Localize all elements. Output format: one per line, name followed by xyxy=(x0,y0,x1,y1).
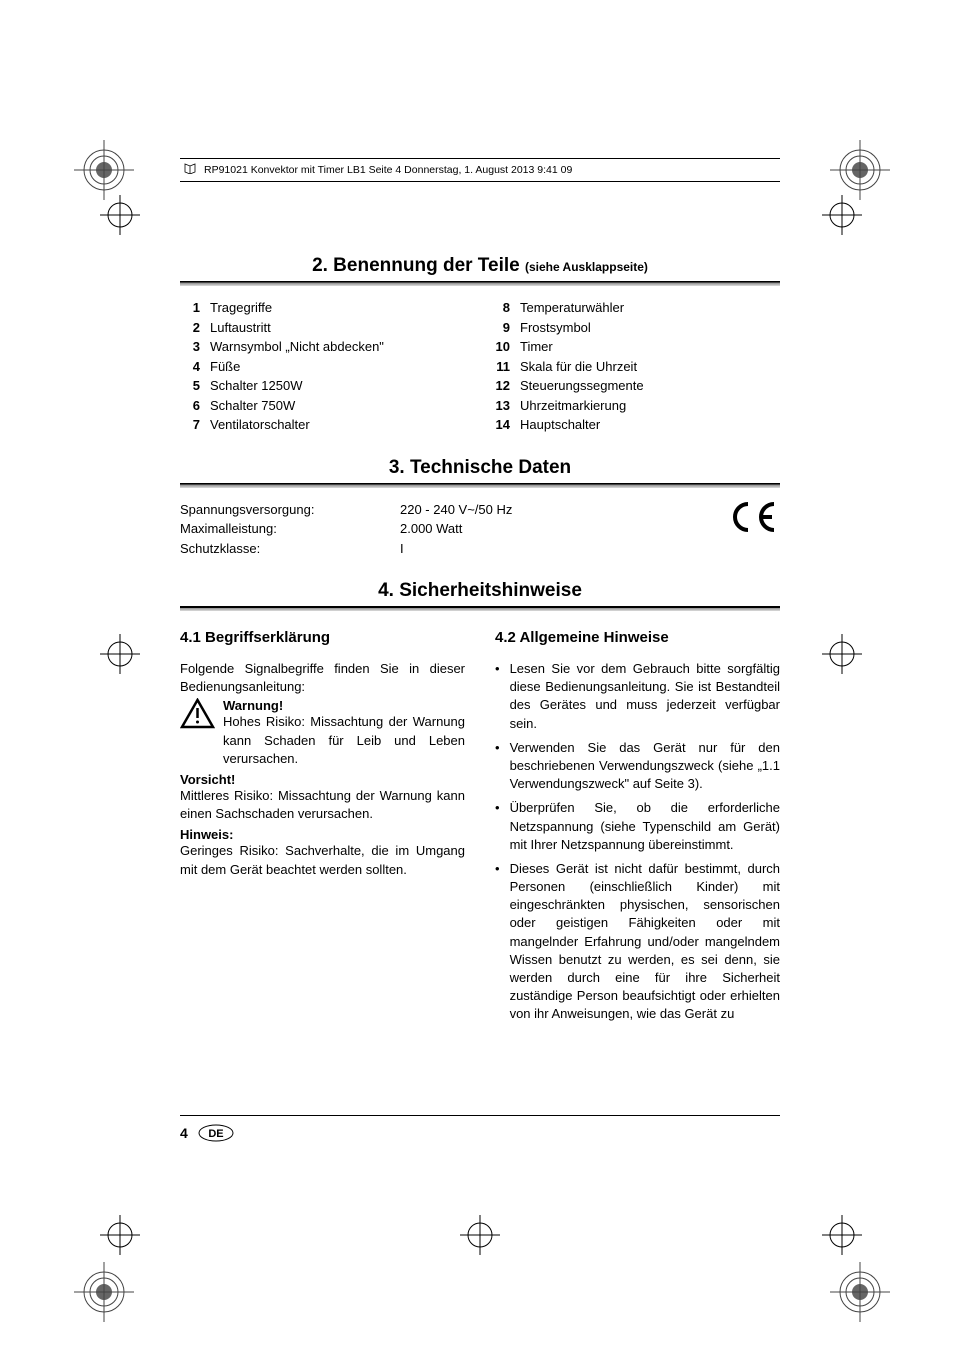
part-label: Skala für die Uhrzeit xyxy=(520,357,637,377)
part-label: Temperaturwähler xyxy=(520,298,624,318)
part-number: 13 xyxy=(490,396,510,416)
part-number: 9 xyxy=(490,318,510,338)
part-number: 11 xyxy=(490,357,510,377)
part-item: 8 Temperaturwähler xyxy=(490,298,780,318)
cross-mark-right-bottom xyxy=(822,1215,862,1255)
part-label: Schalter 1250W xyxy=(210,376,303,396)
cross-mark-left-top xyxy=(100,195,140,235)
vorsicht-text: Mittleres Risiko: Missachtung der Warnun… xyxy=(180,787,465,823)
language-badge: DE xyxy=(198,1124,234,1142)
svg-text:DE: DE xyxy=(208,1128,223,1140)
title-underline xyxy=(180,483,780,488)
page-header-bar: RP91021 Konvektor mit Timer LB1 Seite 4 … xyxy=(180,158,780,182)
part-label: Uhrzeitmarkierung xyxy=(520,396,626,416)
hint-item: Überprüfen Sie, ob die erforderliche Net… xyxy=(495,799,780,854)
part-label: Ventilatorschalter xyxy=(210,415,310,435)
part-number: 1 xyxy=(180,298,200,318)
cross-mark-right-mid xyxy=(822,634,862,674)
part-number: 14 xyxy=(490,415,510,435)
book-icon xyxy=(180,161,196,179)
part-label: Warnsymbol „Nicht abdecken" xyxy=(210,337,384,357)
spec-row: Spannungsversorgung:220 - 240 V~/50 Hz xyxy=(180,500,780,520)
part-item: 3 Warnsymbol „Nicht abdecken" xyxy=(180,337,470,357)
spec-label: Spannungsversorgung: xyxy=(180,500,400,520)
section-3-title: 3. Technische Daten xyxy=(180,457,780,479)
part-label: Hauptschalter xyxy=(520,415,600,435)
part-item: 13 Uhrzeitmarkierung xyxy=(490,396,780,416)
part-number: 8 xyxy=(490,298,510,318)
part-item: 14 Hauptschalter xyxy=(490,415,780,435)
hint-item: Dieses Gerät ist nicht dafür bestimmt, d… xyxy=(495,860,780,1024)
header-text: RP91021 Konvektor mit Timer LB1 Seite 4 … xyxy=(196,164,572,176)
part-number: 4 xyxy=(180,357,200,377)
spec-value: 2.000 Watt xyxy=(400,519,462,539)
part-item: 11 Skala für die Uhrzeit xyxy=(490,357,780,377)
spec-row: Schutzklasse:I xyxy=(180,539,780,559)
part-item: 2 Luftaustritt xyxy=(180,318,470,338)
section-specs: 3. Technische Daten Spannungsversorgung:… xyxy=(180,457,780,559)
part-number: 6 xyxy=(180,396,200,416)
warnung-text: Hohes Risiko: Missachtung der Warnung ka… xyxy=(223,713,465,768)
parts-column-left: 1 Tragegriffe 2 Luftaustritt 3 Warnsymbol „Ni… xyxy=(180,298,470,435)
title-underline xyxy=(180,281,780,286)
subsection-4-1: 4.1 Begriffserklärung Folgende Signalbeg… xyxy=(180,629,465,1030)
hinweis-label: Hinweis: xyxy=(180,827,465,842)
cross-mark-bottom-center xyxy=(460,1215,500,1255)
warnung-label: Warnung! xyxy=(223,698,465,713)
print-mark-top-left xyxy=(74,140,134,200)
hint-item: Lesen Sie vor dem Gebrauch bitte sorgfäl… xyxy=(495,660,780,733)
part-label: Tragegriffe xyxy=(210,298,272,318)
page-number: 4 xyxy=(180,1125,188,1141)
part-number: 7 xyxy=(180,415,200,435)
section-parts: 2. Benennung der Teile (siehe Ausklappse… xyxy=(180,255,780,435)
part-number: 3 xyxy=(180,337,200,357)
subsection-4-1-title: 4.1 Begriffserklärung xyxy=(180,629,465,646)
print-mark-bottom-left xyxy=(74,1262,134,1322)
part-label: Schalter 750W xyxy=(210,396,295,416)
part-item: 10 Timer xyxy=(490,337,780,357)
cross-mark-left-bottom xyxy=(100,1215,140,1255)
parts-column-right: 8 Temperaturwähler 9 Frostsymbol 10 Timer 11 Sk… xyxy=(490,298,780,435)
section-4-title: 4. Sicherheitshinweise xyxy=(180,580,780,602)
print-mark-bottom-right xyxy=(830,1262,890,1322)
subsection-4-2-title: 4.2 Allgemeine Hinweise xyxy=(495,629,780,646)
part-number: 12 xyxy=(490,376,510,396)
part-label: Timer xyxy=(520,337,553,357)
part-number: 2 xyxy=(180,318,200,338)
hinweis-text: Geringes Risiko: Sachverhalte, die im Um… xyxy=(180,842,465,878)
hints-list: Lesen Sie vor dem Gebrauch bitte sorgfäl… xyxy=(495,660,780,1024)
cross-mark-left-mid xyxy=(100,634,140,674)
part-label: Luftaustritt xyxy=(210,318,271,338)
part-number: 10 xyxy=(490,337,510,357)
ce-mark-icon xyxy=(730,500,780,541)
part-item: 7 Ventilatorschalter xyxy=(180,415,470,435)
intro-text: Folgende Signalbegriffe finden Sie in di… xyxy=(180,660,465,696)
spec-value: I xyxy=(400,539,404,559)
spec-row: Maximalleistung:2.000 Watt xyxy=(180,519,780,539)
section-2-title: 2. Benennung der Teile (siehe Ausklappse… xyxy=(180,255,780,277)
warning-triangle-icon xyxy=(180,698,215,730)
spec-label: Maximalleistung: xyxy=(180,519,400,539)
hint-item: Verwenden Sie das Gerät nur für den besc… xyxy=(495,739,780,794)
part-item: 1 Tragegriffe xyxy=(180,298,470,318)
part-item: 5 Schalter 1250W xyxy=(180,376,470,396)
print-mark-top-right xyxy=(830,140,890,200)
vorsicht-label: Vorsicht! xyxy=(180,772,465,787)
part-label: Frostsymbol xyxy=(520,318,591,338)
cross-mark-right-top xyxy=(822,195,862,235)
part-number: 5 xyxy=(180,376,200,396)
part-item: 6 Schalter 750W xyxy=(180,396,470,416)
spec-label: Schutzklasse: xyxy=(180,539,400,559)
part-item: 12 Steuerungssegmente xyxy=(490,376,780,396)
title-underline xyxy=(180,606,780,611)
subsection-4-2: 4.2 Allgemeine Hinweise Lesen Sie vor de… xyxy=(495,629,780,1030)
page-footer: 4 DE xyxy=(180,1115,780,1142)
part-label: Füße xyxy=(210,357,240,377)
section-safety: 4. Sicherheitshinweise 4.1 Begriffserklä… xyxy=(180,580,780,1030)
spec-value: 220 - 240 V~/50 Hz xyxy=(400,500,512,520)
part-label: Steuerungssegmente xyxy=(520,376,644,396)
part-item: 9 Frostsymbol xyxy=(490,318,780,338)
part-item: 4 Füße xyxy=(180,357,470,377)
